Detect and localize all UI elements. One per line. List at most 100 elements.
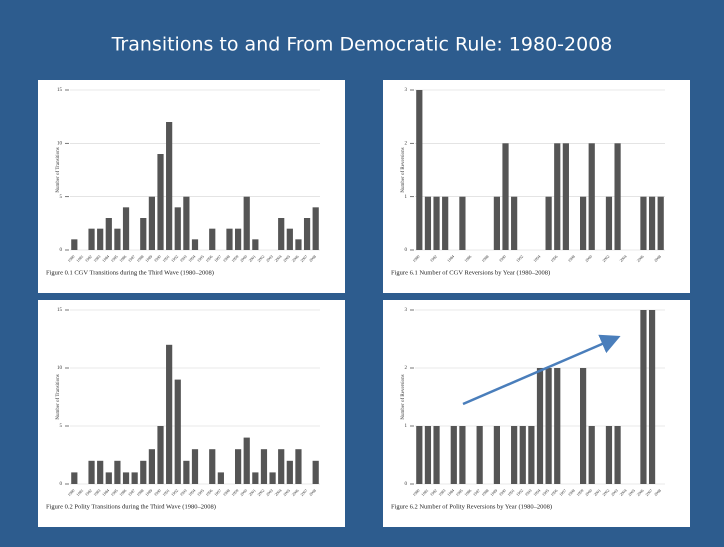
x-tick-label: 1984: [446, 488, 455, 497]
bar: [303, 218, 311, 250]
caption: Figure 0.2 Polity Transitions during the…: [46, 503, 216, 510]
bar: [657, 196, 664, 250]
x-tick-label: 2007: [299, 254, 308, 263]
x-tick-label: 1987: [127, 254, 136, 263]
bar: [157, 426, 164, 484]
bar: [519, 426, 526, 484]
bar: [424, 196, 432, 250]
y-tick-label: 2: [405, 366, 408, 371]
x-tick-label: 1988: [480, 254, 489, 263]
bar: [459, 196, 466, 250]
x-tick-label: 2002: [256, 488, 265, 497]
bar: [416, 90, 423, 250]
bar: [459, 426, 466, 484]
x-tick-label: 2000: [584, 254, 593, 263]
x-tick-label: 2005: [282, 254, 291, 263]
bar: [166, 122, 173, 250]
bar: [174, 379, 181, 484]
y-tick-label: 3: [405, 88, 408, 93]
bar: [191, 239, 199, 250]
x-tick-label: 2004: [273, 254, 282, 263]
bar: [554, 143, 561, 250]
bar: [88, 460, 95, 484]
x-tick-label: 1988: [480, 488, 489, 497]
x-tick-label: 2004: [273, 488, 282, 497]
x-tick-label: 1993: [179, 488, 188, 497]
x-tick-label: 1995: [541, 488, 550, 497]
x-tick-label: 1998: [567, 254, 576, 263]
bar: [148, 196, 155, 250]
x-tick-label: 2003: [610, 488, 619, 497]
bar: [493, 196, 500, 250]
x-tick-label: 2008: [308, 254, 317, 263]
panel: [38, 300, 345, 527]
y-tick-label: 0: [60, 482, 63, 487]
bar: [88, 228, 95, 250]
bar: [295, 449, 302, 484]
x-tick-label: 2008: [653, 488, 662, 497]
x-tick-label: 2007: [299, 488, 308, 497]
bar: [209, 449, 216, 484]
x-tick-label: 2006: [636, 254, 645, 263]
bar: [114, 460, 121, 484]
x-tick-label: 1986: [463, 488, 472, 497]
bar: [648, 196, 656, 250]
bar: [217, 472, 224, 484]
x-tick-label: 1988: [135, 254, 144, 263]
x-tick-label: 2002: [601, 254, 610, 263]
x-tick-label: 1994: [187, 254, 196, 263]
x-tick-label: 1981: [420, 488, 429, 497]
bar: [148, 449, 155, 484]
x-tick-label: 2008: [653, 254, 662, 263]
x-tick-label: 1996: [549, 254, 558, 263]
x-tick-label: 1991: [161, 254, 170, 263]
bar: [252, 239, 259, 250]
bar: [260, 449, 268, 484]
x-tick-label: 1983: [92, 254, 101, 263]
x-tick-label: 1999: [575, 488, 584, 497]
bar: [442, 196, 449, 250]
x-tick-label: 1990: [153, 254, 162, 263]
bar: [580, 368, 587, 484]
x-tick-label: 2000: [584, 488, 593, 497]
x-tick-label: 1994: [187, 488, 196, 497]
bar: [140, 218, 147, 250]
x-tick-label: 1997: [558, 488, 567, 497]
x-tick-label: 2003: [265, 488, 274, 497]
trend-arrow: [462, 334, 621, 406]
x-tick-label: 2000: [239, 254, 248, 263]
x-tick-label: 2002: [601, 488, 610, 497]
x-tick-label: 1985: [455, 488, 464, 497]
bar: [131, 472, 138, 484]
bar: [97, 228, 104, 250]
bar: [312, 207, 319, 250]
x-tick-label: 1996: [204, 254, 213, 263]
x-tick-label: 1980: [411, 254, 420, 263]
bar: [174, 207, 181, 250]
x-tick-label: 2001: [248, 488, 257, 497]
x-tick-label: 1993: [524, 488, 533, 497]
bar: [243, 196, 250, 250]
x-tick-label: 1991: [161, 488, 170, 497]
bar: [209, 228, 216, 250]
bar: [648, 310, 656, 484]
bar: [122, 472, 130, 484]
x-tick-label: 1998: [222, 488, 231, 497]
x-tick-label: 1990: [153, 488, 162, 497]
x-tick-label: 2002: [256, 254, 265, 263]
x-tick-label: 1999: [230, 254, 239, 263]
y-tick-label: 2: [405, 141, 408, 146]
bar: [278, 449, 285, 484]
x-tick-label: 1996: [549, 488, 558, 497]
x-tick-label: 1995: [196, 488, 205, 497]
x-tick-label: 1987: [472, 488, 481, 497]
y-tick-label: 15: [57, 308, 63, 313]
x-tick-label: 2000: [239, 488, 248, 497]
x-tick-label: 1982: [84, 488, 93, 497]
x-tick-label: 1986: [118, 254, 127, 263]
bar: [226, 228, 233, 250]
bar: [183, 196, 190, 250]
x-tick-label: 2006: [291, 254, 300, 263]
x-tick-label: 1988: [135, 488, 144, 497]
